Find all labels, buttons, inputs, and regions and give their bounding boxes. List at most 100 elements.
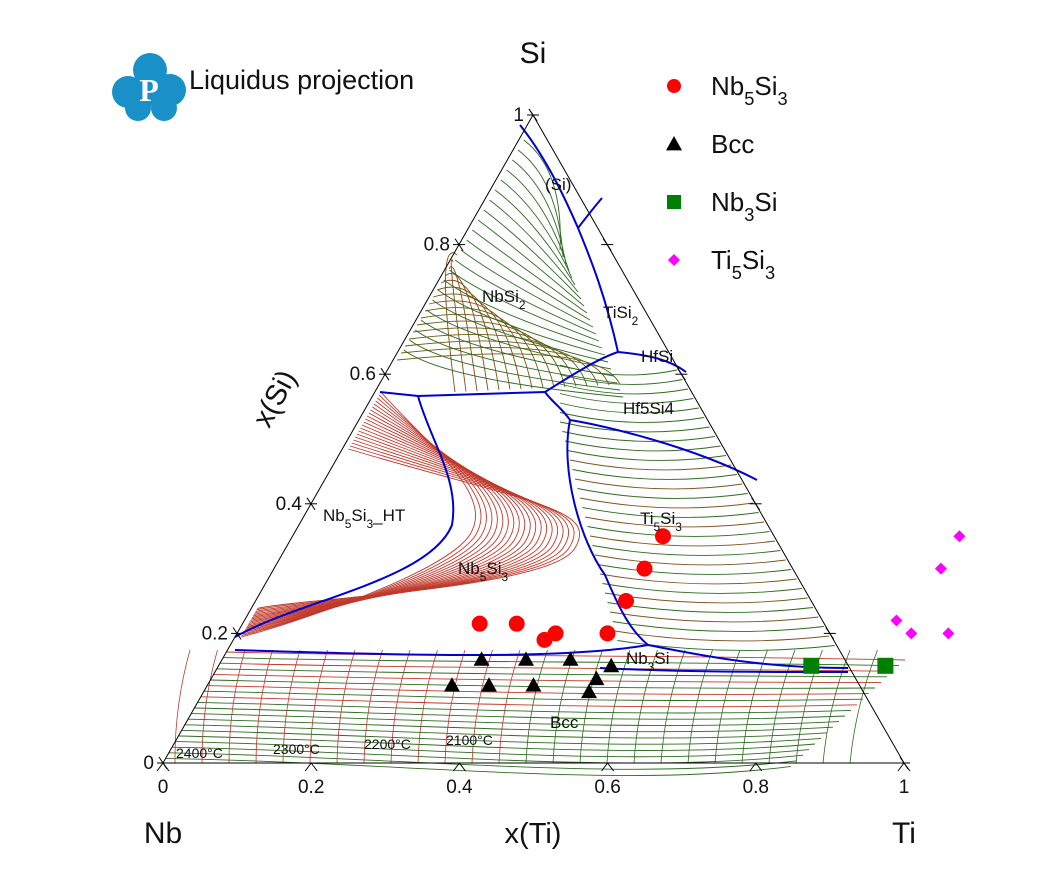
phase-label: Nb5Si3_HT xyxy=(323,506,405,531)
isotherm-line xyxy=(417,649,438,764)
temperature-label: 2300°C xyxy=(273,741,320,757)
isotherm-line xyxy=(336,649,356,764)
x-axis-tick-label: 1 xyxy=(899,777,910,798)
y-axis-tick xyxy=(306,497,316,511)
isotherm-line xyxy=(489,199,579,293)
data-point-bcc xyxy=(443,677,460,692)
legend-marker-nb5si3 xyxy=(667,79,681,93)
corner-top-label: Si xyxy=(520,37,547,70)
phase-label: Nb3Si xyxy=(626,649,669,674)
axis-ticks: 0 0.2 0.4 0.6 0.8 1 0 0.2 0.4 0.6 0.8 1 xyxy=(143,105,911,798)
isotherm-line xyxy=(569,459,732,471)
y-axis-tick xyxy=(380,367,390,381)
isotherm-line xyxy=(200,696,858,708)
isotherm-line xyxy=(559,364,678,376)
right-axis-tick xyxy=(751,497,761,511)
isotherm-line xyxy=(448,266,478,392)
legend-label: Bcc xyxy=(711,129,754,159)
phase-boundary xyxy=(617,351,687,373)
isotherm-line xyxy=(559,412,705,423)
x-axis-tick xyxy=(304,762,312,772)
isotherm-line xyxy=(437,289,606,356)
isotherm-line xyxy=(602,583,803,594)
isotherm-line xyxy=(687,649,713,764)
isotherm-line xyxy=(201,649,218,764)
temperature-label: 2200°C xyxy=(364,736,411,752)
isotherm-line xyxy=(564,440,721,452)
isotherm-line xyxy=(559,393,694,404)
legend-label: Ti5Si3 xyxy=(711,245,775,283)
isotherm-line xyxy=(249,421,531,623)
isotherm-line xyxy=(466,239,591,321)
right-axis-tick xyxy=(528,108,538,122)
data-point-bcc xyxy=(581,683,598,699)
phase-label: Ti5Si3 xyxy=(640,509,682,534)
phase-label: Nb5Si3 xyxy=(458,559,508,584)
isotherm-line xyxy=(714,649,741,764)
phase-boundary xyxy=(569,419,758,481)
data-point-nb5si3 xyxy=(536,631,553,648)
isotherm-line xyxy=(255,649,273,764)
isotherm-line xyxy=(449,269,600,342)
isotherm-line xyxy=(251,430,548,618)
phase-label: (Si) xyxy=(545,175,571,194)
isotherm-line xyxy=(203,690,864,702)
x-axis-title: x(Ti) xyxy=(505,818,562,850)
data-point-bcc xyxy=(603,657,620,673)
data-point-bcc xyxy=(525,677,542,692)
x-axis-tick xyxy=(749,762,757,772)
phase-boundary xyxy=(566,419,649,646)
isotherm-line xyxy=(450,259,467,392)
legend-marker-bcc xyxy=(666,136,682,151)
phase-boundary xyxy=(234,395,455,638)
isotherm-line xyxy=(612,621,824,632)
isotherm-line xyxy=(252,433,553,617)
x-axis-tick xyxy=(601,762,608,772)
data-point-nb5si3 xyxy=(636,560,653,577)
isotherm-line xyxy=(436,286,511,390)
isotherm-line xyxy=(444,649,466,764)
data-point-nb5si3 xyxy=(508,615,525,632)
data-point-bcc xyxy=(473,651,490,666)
right-axis-tick xyxy=(899,756,909,770)
phase-label: Hf5Si4 xyxy=(623,399,674,418)
isotherm-line xyxy=(594,554,786,566)
y-axis-tick-label: 0.6 xyxy=(350,364,376,385)
y-axis-tick xyxy=(454,238,464,251)
triangle-outline xyxy=(162,113,905,764)
isotherm-line xyxy=(498,649,521,764)
chart-title: Liquidus projection xyxy=(189,65,414,95)
isotherm-line xyxy=(187,718,834,733)
isotherm-line xyxy=(617,640,835,651)
svg-text:P: P xyxy=(139,72,159,108)
legend-label: Nb5Si3 xyxy=(711,71,788,109)
isotherm-line xyxy=(440,279,500,391)
isotherm-line xyxy=(525,649,548,764)
data-point-bcc xyxy=(562,651,579,666)
phase-boundary xyxy=(234,643,849,669)
isotherm-line xyxy=(207,685,870,695)
isotherm-line xyxy=(246,412,515,627)
data-point-nb5si3 xyxy=(471,615,488,632)
isotherm-line xyxy=(849,649,878,764)
isotherm-line xyxy=(409,339,621,391)
isotherm-line xyxy=(184,724,828,739)
isotherm-line xyxy=(633,649,658,764)
isotherm-line xyxy=(168,752,798,770)
isotherm-line xyxy=(589,535,775,547)
isotherm-line xyxy=(426,309,612,370)
data-point-bcc xyxy=(518,651,535,666)
isotherm-line xyxy=(253,436,559,615)
x-axis-tick-label: 0 xyxy=(158,777,169,798)
isotherm-line xyxy=(165,757,792,776)
phase-boundaries xyxy=(234,124,849,673)
isotherm-line xyxy=(572,469,737,480)
isotherm-line xyxy=(213,673,882,683)
corner-right-label: Ti xyxy=(892,817,916,850)
right-axis-tick xyxy=(676,367,686,381)
phase-label: TiSi2 xyxy=(603,303,639,328)
phase-label: Bcc xyxy=(550,713,579,732)
isotherm-line xyxy=(254,439,564,614)
phase-label: NbSi2 xyxy=(482,287,526,312)
isotherm-line xyxy=(552,649,576,764)
